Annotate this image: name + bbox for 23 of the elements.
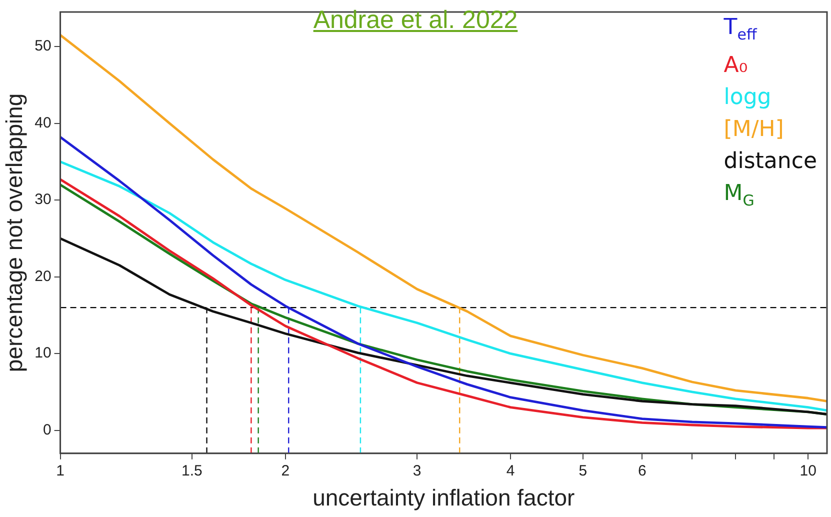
y-tick-label: 40	[34, 114, 52, 132]
text: M$_{G}$	[724, 180, 756, 212]
x-tick-label: 10	[800, 462, 816, 480]
text: A₀	[724, 52, 749, 80]
x-tick-label: 6	[638, 462, 646, 480]
y-tick-label: 50	[34, 38, 52, 55]
text: T$_{eff}$	[724, 14, 758, 46]
annotation: Andrae et al. 2022	[313, 6, 518, 34]
x-tick-label: 5	[578, 462, 588, 480]
text: [M/H]	[724, 116, 785, 144]
y-tick-label: 30	[34, 191, 52, 208]
x-tick-label: 1.5	[182, 462, 202, 480]
x-tick-label: 4	[506, 462, 515, 480]
x-tick-label: 3	[412, 462, 422, 480]
y-tick-label: 20	[34, 268, 52, 285]
x-tick-label: 1	[56, 462, 64, 480]
text: logg	[724, 84, 772, 112]
x-axis-title: uncertainty inflation factor	[312, 484, 576, 511]
text: distance	[724, 148, 817, 176]
y-tick-label: 0	[42, 422, 52, 439]
x-tick-label: 2	[281, 462, 290, 480]
y-tick-label: 10	[34, 344, 52, 362]
y-axis-title: percentage not overlapping	[1, 93, 28, 372]
